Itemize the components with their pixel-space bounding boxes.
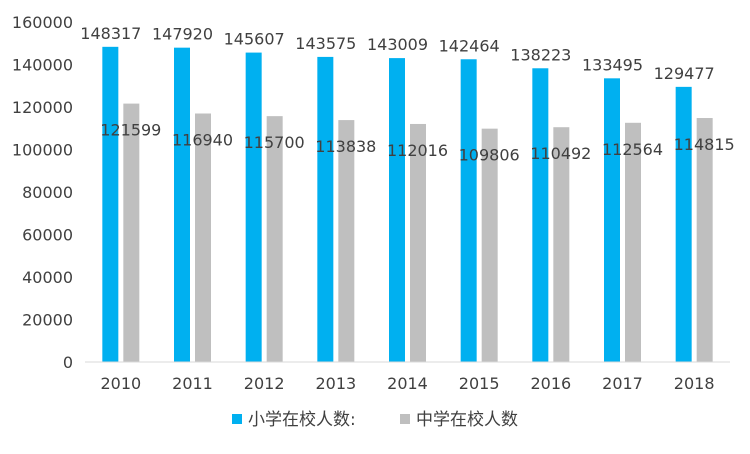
- y-tick-label: 20000: [22, 311, 73, 330]
- data-label-series-1-2010: 148317: [80, 24, 141, 43]
- data-label-series-2-2018: 114815: [674, 135, 735, 154]
- data-label-series-2-2012: 115700: [244, 133, 305, 152]
- y-tick-label: 160000: [12, 13, 73, 32]
- data-label-series-2-2016: 110492: [530, 144, 591, 163]
- data-label-series-1-2013: 143575: [295, 34, 356, 53]
- bar-series-2-2013: [338, 120, 355, 362]
- x-tick-label: 2018: [674, 374, 715, 393]
- bar-series-1-2010: [102, 46, 119, 362]
- bar-series-1-2017: [604, 78, 620, 363]
- y-axis-tick-labels: 0 20000 40000 60000 80000 100000 120000 140000 1…: [12, 13, 73, 372]
- x-tick-label: 2013: [315, 374, 356, 393]
- legend-swatch-2: [400, 414, 410, 424]
- data-label-series-2-2011: 116940: [172, 131, 233, 150]
- data-label-series-1-2014: 143009: [367, 35, 428, 54]
- data-label-series-2-2015: 109806: [459, 146, 520, 165]
- data-label-series-1-2016: 138223: [510, 45, 571, 64]
- bar-series-1-2011: [174, 47, 190, 363]
- x-tick-label: 2017: [602, 374, 643, 393]
- bar-value-labels: 148317 121599 147920 116940 145607 115700 1435…: [80, 24, 734, 165]
- bar-series-2-2015: [481, 128, 498, 362]
- legend-label-1: 小学在校人数:: [248, 410, 356, 430]
- x-tick-label: 2012: [244, 374, 285, 393]
- data-label-series-1-2017: 133495: [582, 55, 643, 74]
- bar-series-1-2016: [532, 68, 549, 362]
- y-tick-label: 80000: [22, 183, 73, 202]
- y-tick-label: 40000: [22, 268, 73, 287]
- data-label-series-1-2011: 147920: [152, 25, 213, 44]
- bar-series-1-2014: [389, 58, 405, 363]
- bar-series-2-2011: [195, 113, 211, 362]
- bar-series-1-2015: [460, 59, 477, 362]
- y-tick-label: 60000: [22, 226, 73, 245]
- data-label-series-1-2018: 129477: [654, 64, 715, 83]
- bar-series-2-2010: [123, 103, 140, 363]
- y-tick-label: 100000: [12, 141, 73, 160]
- bar-series-2-2017: [625, 122, 641, 362]
- x-tick-label: 2016: [530, 374, 571, 393]
- data-label-series-1-2015: 142464: [439, 36, 500, 55]
- y-tick-label: 0: [63, 353, 73, 372]
- data-label-series-2-2014: 112016: [387, 141, 448, 160]
- x-tick-label: 2010: [100, 374, 141, 393]
- x-tick-label: 2011: [172, 374, 213, 393]
- legend-swatch-1: [232, 414, 242, 424]
- x-tick-label: 2015: [459, 374, 500, 393]
- bar-series-1-2012: [245, 52, 262, 363]
- bar-series-1-2013: [317, 56, 334, 362]
- data-label-series-2-2013: 113838: [315, 137, 376, 156]
- bars: [102, 46, 713, 363]
- x-axis-tick-labels: 2010 2011 2012 2013 2014 2015 2016 2017 2018: [100, 374, 714, 393]
- data-label-series-2-2010: 121599: [100, 121, 161, 140]
- bar-series-2-2014: [410, 123, 426, 362]
- bar-series-1-2018: [675, 86, 692, 362]
- x-tick-label: 2014: [387, 374, 428, 393]
- data-label-series-2-2017: 112564: [602, 140, 663, 159]
- bar-series-2-2018: [696, 118, 713, 362]
- data-label-series-1-2012: 145607: [224, 30, 285, 49]
- legend: 小学在校人数: 中学在校人数: [232, 410, 518, 430]
- bar-series-2-2016: [553, 127, 570, 362]
- y-tick-label: 120000: [12, 98, 73, 117]
- y-tick-label: 140000: [12, 56, 73, 75]
- bar-series-2-2012: [266, 116, 283, 362]
- legend-label-2: 中学在校人数: [416, 410, 518, 430]
